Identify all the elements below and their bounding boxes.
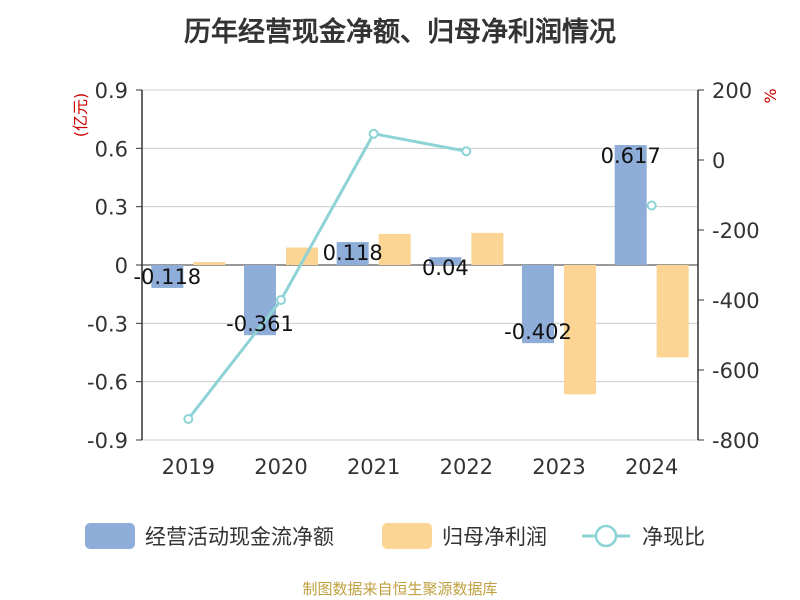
bar-cash-2021 bbox=[336, 242, 369, 265]
chart-title: 历年经营现金净额、归母净利润情况 bbox=[184, 17, 616, 48]
ratio-point-2024 bbox=[646, 200, 657, 211]
legend-label-profit: 归母净利润 bbox=[442, 525, 547, 549]
y-left-tick-label: 0.9 bbox=[95, 79, 128, 103]
legend-item-ratio[interactable]: 净现比 bbox=[580, 516, 705, 556]
bar-profit-2021 bbox=[378, 233, 411, 265]
legend-label-cash: 经营活动现金流净额 bbox=[145, 525, 334, 549]
bar-cash-2022 bbox=[429, 257, 462, 265]
x-tick-label: 2021 bbox=[347, 455, 400, 479]
bar-profit-2023 bbox=[564, 265, 596, 395]
bar-profit-2020 bbox=[286, 247, 318, 265]
y-right-tick-label: -800 bbox=[712, 429, 760, 453]
x-tick-label: 2022 bbox=[440, 455, 493, 479]
legend-item-profit[interactable]: 归母净利润 bbox=[382, 516, 547, 556]
y-left-tick-label: -0.9 bbox=[87, 429, 128, 453]
data-label-cash-2023: -0.402 bbox=[504, 320, 572, 344]
ratio-line-segment bbox=[279, 133, 375, 301]
y-left-tick-label: -0.3 bbox=[87, 312, 128, 336]
data-label-cash-2019: -0.118 bbox=[133, 265, 201, 289]
y-left-tick-label: 0.3 bbox=[95, 196, 128, 220]
legend-item-cash[interactable]: 经营活动现金流净额 bbox=[85, 516, 334, 556]
x-tick-label: 2024 bbox=[625, 455, 678, 479]
bar-cash-2019 bbox=[151, 265, 184, 288]
ratio-point-2019 bbox=[183, 414, 194, 424]
ratio-line-segment bbox=[187, 299, 283, 420]
x-tick-label: 2023 bbox=[532, 455, 585, 479]
x-tick-label: 2019 bbox=[162, 455, 215, 479]
y-right-tick-label: -600 bbox=[712, 359, 760, 383]
y-right-unit: % bbox=[761, 88, 780, 103]
ratio-point-2020 bbox=[276, 295, 286, 305]
bar-cash-2024 bbox=[614, 145, 647, 265]
data-label-cash-2022: 0.04 bbox=[422, 256, 469, 280]
bar-profit-2022 bbox=[471, 232, 504, 265]
y-right-tick-label: 0 bbox=[712, 149, 725, 173]
source-footer: 制图数据来自恒生聚源数据库 bbox=[302, 580, 498, 598]
ratio-point-2021 bbox=[368, 128, 379, 139]
legend-line-ratio-icon bbox=[582, 524, 630, 548]
bar-profit-2024 bbox=[656, 265, 689, 358]
ratio-line-segment bbox=[373, 132, 467, 153]
data-label-cash-2020: -0.361 bbox=[226, 312, 294, 336]
x-tick-label: 2020 bbox=[254, 455, 307, 479]
legend-swatch-cash bbox=[85, 523, 135, 549]
data-label-cash-2021: 0.118 bbox=[323, 241, 383, 265]
y-left-tick-label: 0.6 bbox=[95, 137, 128, 161]
bar-cash-2023 bbox=[522, 265, 554, 344]
y-right-tick-label: 200 bbox=[712, 79, 752, 103]
legend-swatch-profit bbox=[382, 523, 432, 549]
y-right-tick-label: -200 bbox=[712, 219, 760, 243]
y-left-tick-label: -0.6 bbox=[87, 371, 128, 395]
legend-label-ratio: 净现比 bbox=[642, 525, 705, 549]
ratio-point-2022 bbox=[461, 146, 472, 157]
data-label-cash-2024: 0.617 bbox=[601, 144, 661, 168]
legend: 经营活动现金流净额 归母净利润 净现比 bbox=[0, 516, 800, 556]
bar-profit-2019 bbox=[193, 262, 226, 265]
y-left-tick-label: 0 bbox=[115, 254, 128, 278]
y-left-unit: (亿元) bbox=[71, 93, 90, 138]
bar-cash-2020 bbox=[244, 265, 276, 336]
y-right-tick-label: -400 bbox=[712, 289, 760, 313]
